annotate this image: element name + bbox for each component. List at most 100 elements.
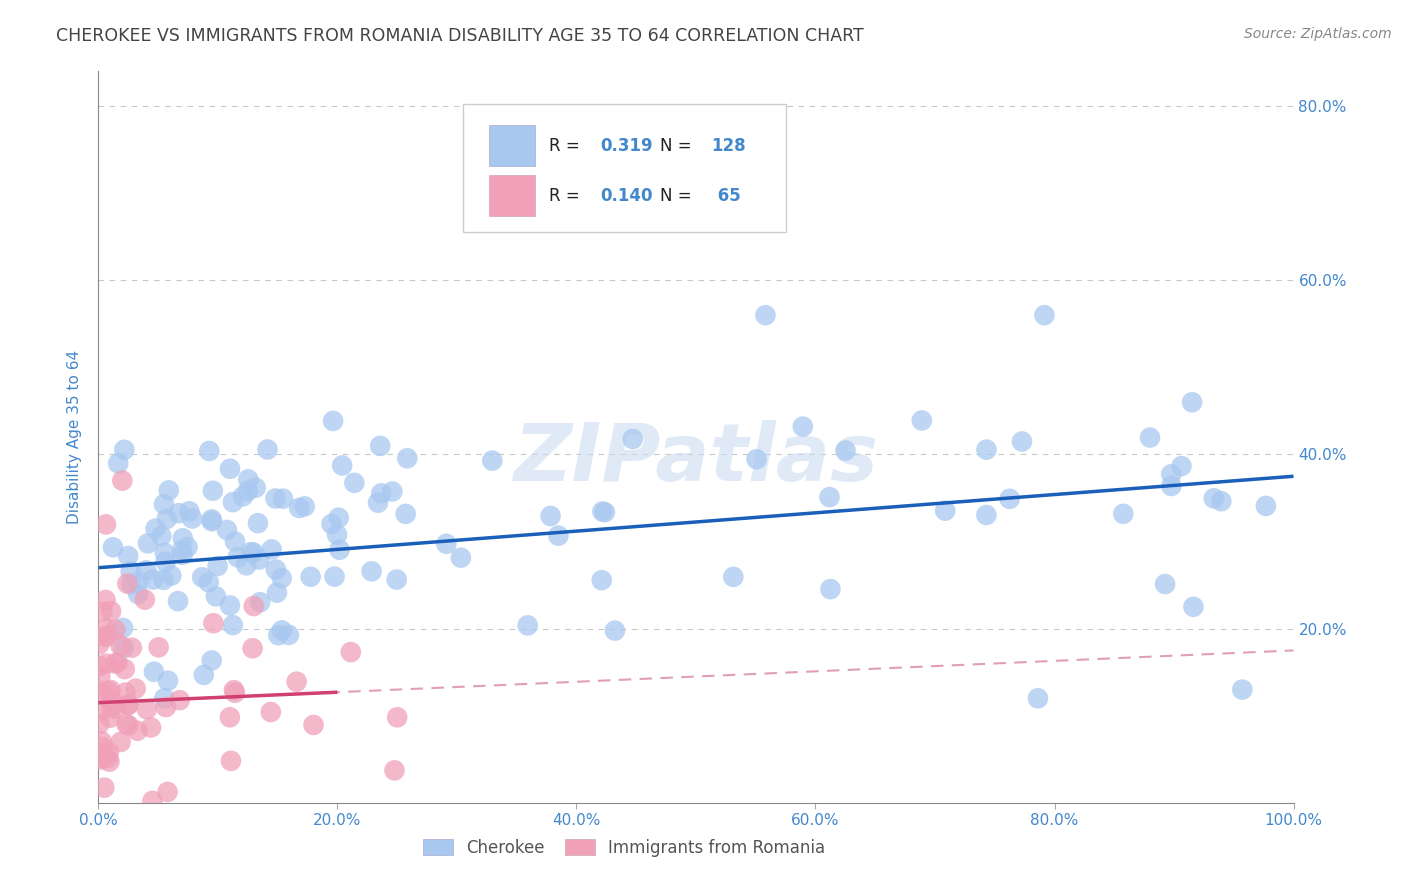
Point: [219, 462, 242, 476]
Point: [222, 618, 245, 632]
Bar: [489, 126, 534, 167]
Point: [224, 534, 246, 549]
Point: [135, 702, 157, 716]
Y-axis label: Disability Age 35 to 64: Disability Age 35 to 64: [67, 350, 83, 524]
Point: [385, 710, 409, 724]
Point: [91, 605, 114, 619]
Point: [134, 592, 156, 607]
Point: [100, 683, 122, 698]
Point: [1011, 434, 1033, 449]
Point: [934, 503, 956, 517]
Point: [247, 552, 270, 566]
Point: [1170, 459, 1192, 474]
Text: 0.140: 0.140: [600, 186, 652, 204]
Point: [271, 491, 294, 506]
Point: [124, 681, 146, 696]
Point: [240, 545, 263, 559]
Point: [94, 517, 117, 532]
Point: [96, 628, 118, 642]
Point: [603, 624, 626, 638]
Point: [1160, 479, 1182, 493]
Point: [820, 582, 842, 596]
Point: [299, 570, 322, 584]
Point: [976, 508, 998, 522]
Point: [97, 684, 120, 698]
Point: [1139, 431, 1161, 445]
Text: N =: N =: [661, 186, 697, 204]
Point: [385, 573, 408, 587]
Point: [117, 576, 139, 591]
Point: [114, 662, 136, 676]
Point: [207, 559, 229, 574]
Point: [238, 472, 260, 486]
Point: [219, 754, 242, 768]
Point: [157, 483, 180, 498]
Point: [107, 656, 129, 670]
Bar: [489, 175, 534, 216]
Point: [153, 691, 176, 706]
Point: [100, 692, 122, 706]
Point: [591, 504, 613, 518]
Point: [384, 764, 406, 778]
Point: [89, 704, 111, 718]
Text: Source: ZipAtlas.com: Source: ZipAtlas.com: [1244, 27, 1392, 41]
Point: [264, 562, 287, 576]
Point: [148, 640, 170, 655]
Point: [745, 452, 768, 467]
Point: [267, 628, 290, 642]
Point: [98, 711, 121, 725]
Legend: Cherokee, Immigrants from Romania: Cherokee, Immigrants from Romania: [423, 838, 825, 856]
Point: [107, 456, 129, 470]
Point: [322, 414, 344, 428]
Point: [1181, 395, 1204, 409]
Point: [153, 497, 176, 511]
Point: [201, 653, 224, 667]
Point: [245, 481, 267, 495]
Point: [242, 641, 264, 656]
Point: [1211, 494, 1233, 508]
Point: [1154, 577, 1177, 591]
Point: [1254, 499, 1277, 513]
Point: [155, 700, 177, 714]
Point: [395, 507, 418, 521]
Point: [792, 419, 814, 434]
Point: [226, 550, 249, 565]
Text: 65: 65: [711, 186, 740, 204]
Point: [1033, 308, 1056, 322]
Point: [97, 745, 120, 759]
Point: [111, 474, 134, 488]
Point: [117, 698, 139, 712]
Point: [117, 549, 139, 563]
Point: [153, 546, 176, 560]
Point: [222, 495, 245, 509]
Point: [104, 657, 127, 671]
Point: [112, 640, 135, 655]
Text: N =: N =: [661, 137, 697, 155]
Point: [205, 590, 228, 604]
Point: [343, 475, 366, 490]
Point: [450, 550, 472, 565]
Point: [169, 693, 191, 707]
Point: [256, 442, 278, 457]
Point: [547, 528, 569, 542]
Point: [260, 542, 283, 557]
Point: [330, 458, 353, 473]
Point: [621, 432, 644, 446]
Point: [818, 490, 841, 504]
Point: [141, 794, 163, 808]
Point: [100, 604, 122, 618]
Point: [285, 674, 308, 689]
Point: [326, 527, 349, 541]
Point: [1160, 467, 1182, 482]
Point: [127, 723, 149, 738]
Point: [167, 506, 190, 520]
Point: [270, 571, 292, 585]
Point: [89, 637, 111, 651]
Point: [142, 665, 165, 679]
Point: [112, 442, 135, 457]
Point: [117, 698, 139, 713]
Point: [294, 500, 316, 514]
Point: [150, 529, 173, 543]
Point: [976, 442, 998, 457]
Point: [127, 574, 149, 589]
